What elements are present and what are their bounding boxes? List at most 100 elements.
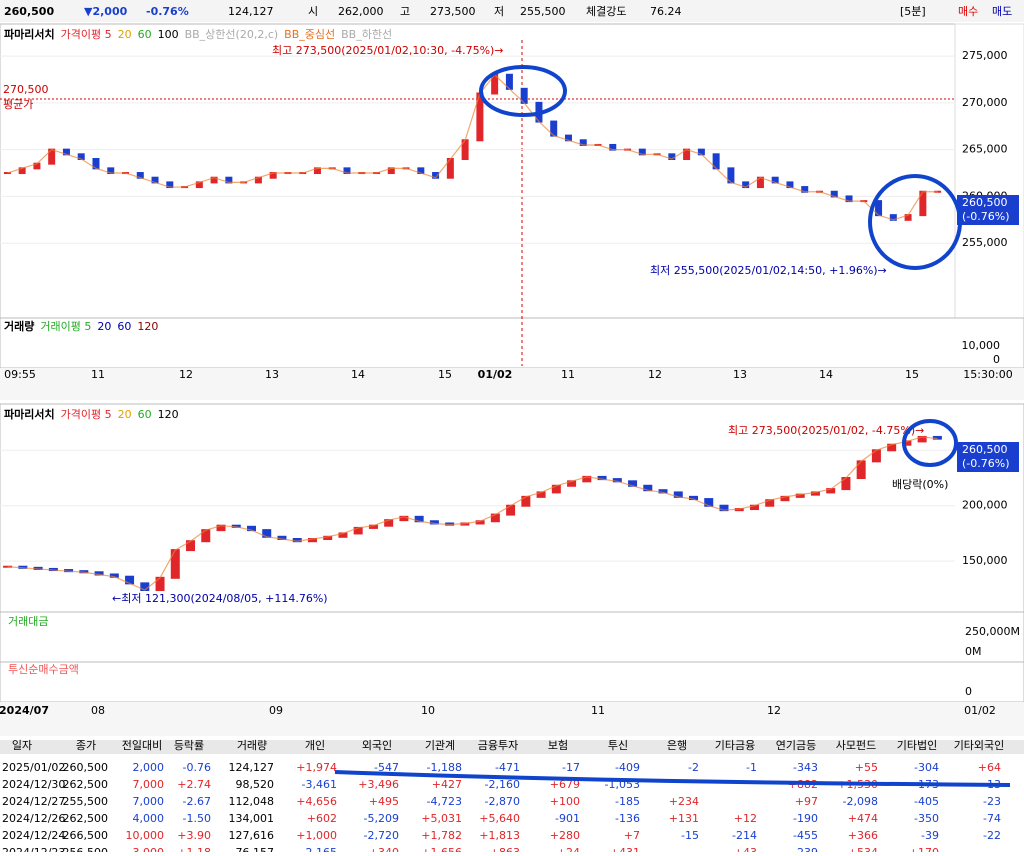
table-cell: -2,098 <box>843 795 878 808</box>
table-cell: +24 <box>557 846 580 852</box>
candle <box>225 176 233 184</box>
candle <box>609 143 617 151</box>
candle <box>151 176 159 184</box>
y-tick-label: 150,000 <box>962 554 1008 567</box>
annotation-circle <box>868 174 962 270</box>
x-label: 14 <box>819 368 833 381</box>
candle <box>780 495 790 502</box>
table-cell: -2,720 <box>364 829 399 842</box>
table-cell: +602 <box>307 812 337 825</box>
candle <box>313 167 321 175</box>
candle <box>810 491 820 496</box>
avg-label: 평균가 <box>3 98 33 111</box>
table-cell: +1,000 <box>296 829 337 842</box>
candle <box>765 499 775 507</box>
x-label: 14 <box>351 368 365 381</box>
table-cell: +431 <box>610 846 640 852</box>
candle <box>18 167 26 175</box>
candle <box>33 162 41 170</box>
volume-panel <box>0 317 1024 369</box>
candle <box>889 214 897 221</box>
candle <box>399 515 409 522</box>
table-cell: +97 <box>795 795 818 808</box>
candle <box>77 153 85 160</box>
candle <box>521 495 531 507</box>
table-cell: +1,656 <box>421 846 462 852</box>
table-cell: 2024/12/24 <box>2 829 65 842</box>
legend-entry: 가격이평 5 <box>61 408 112 421</box>
table-cell: 262,500 <box>63 812 109 825</box>
x-label: 12 <box>767 704 781 717</box>
avg-value: 270,500 <box>3 83 49 96</box>
table-cell: +5,640 <box>479 812 520 825</box>
table-cell: +863 <box>490 846 520 852</box>
table-cell: +340 <box>369 846 399 852</box>
candle <box>567 480 577 487</box>
candle <box>505 73 513 90</box>
candle <box>742 181 750 189</box>
legend-entry: 파마리서치 <box>4 407 55 421</box>
candle <box>704 498 714 507</box>
table-cell: -136 <box>615 812 640 825</box>
x-label: 09:55 <box>4 368 36 381</box>
table-header: 기관계 <box>425 739 455 752</box>
candle <box>107 167 115 175</box>
table-cell: +4,656 <box>296 795 337 808</box>
legend-entry: 거래이평 5 <box>40 320 91 333</box>
table-header: 등락률 <box>174 739 204 752</box>
candle <box>612 478 622 483</box>
legend-entry: 거래량 <box>4 319 34 333</box>
candle <box>749 504 759 511</box>
trust-tick: 0 <box>965 685 972 698</box>
candle <box>579 139 587 146</box>
table-cell: -2,160 <box>485 778 520 791</box>
table-cell: 2024/12/27 <box>2 795 65 808</box>
candle <box>932 435 942 440</box>
header-high_label: 고 <box>400 5 410 18</box>
table-header: 기타법인 <box>897 739 937 752</box>
candle <box>48 148 56 165</box>
table-cell: -547 <box>374 761 399 774</box>
candle <box>668 153 676 160</box>
table-cell: 7,000 <box>133 795 165 808</box>
close-line <box>7 436 938 591</box>
panel-label: 거래대금 <box>8 615 48 628</box>
x-label: 09 <box>269 704 283 717</box>
candle <box>429 520 439 525</box>
table-cell: -471 <box>495 761 520 774</box>
candle <box>262 529 272 538</box>
candle <box>368 524 378 529</box>
candle <box>491 73 499 95</box>
x-label: 12 <box>648 368 662 381</box>
legend-entry: 20 <box>118 28 132 41</box>
table-cell: 255,500 <box>63 795 109 808</box>
table-cell: +12 <box>734 812 757 825</box>
legend-entry: 100 <box>158 28 179 41</box>
candle <box>856 460 866 479</box>
x-label: 12 <box>179 368 193 381</box>
header-rate: -0.76% <box>146 5 189 18</box>
header-strength: 76.24 <box>650 5 682 18</box>
candle <box>719 504 729 512</box>
table-cell: 2024/12/26 <box>2 812 65 825</box>
legend-entry: 60 <box>138 28 152 41</box>
candle <box>292 538 302 543</box>
candle <box>826 488 836 494</box>
x-label: 15:30:00 <box>963 368 1012 381</box>
table-cell: 76,157 <box>236 846 275 852</box>
y-tick-label: 200,000 <box>962 499 1008 512</box>
table-cell: -5,209 <box>364 812 399 825</box>
candle <box>92 158 100 170</box>
candle <box>210 176 218 184</box>
header-low_label: 저 <box>494 5 504 18</box>
last-rate: (-0.76%) <box>962 457 1010 470</box>
legend-entry: 20 <box>118 408 132 421</box>
table-cell: -0.76 <box>183 761 211 774</box>
table-header: 일자 <box>12 738 32 752</box>
table-cell: +1,974 <box>296 761 337 774</box>
legend-entry: 120 <box>137 320 158 333</box>
price-badge <box>957 442 1019 472</box>
candle <box>246 525 256 532</box>
table-cell: +7 <box>624 829 640 842</box>
